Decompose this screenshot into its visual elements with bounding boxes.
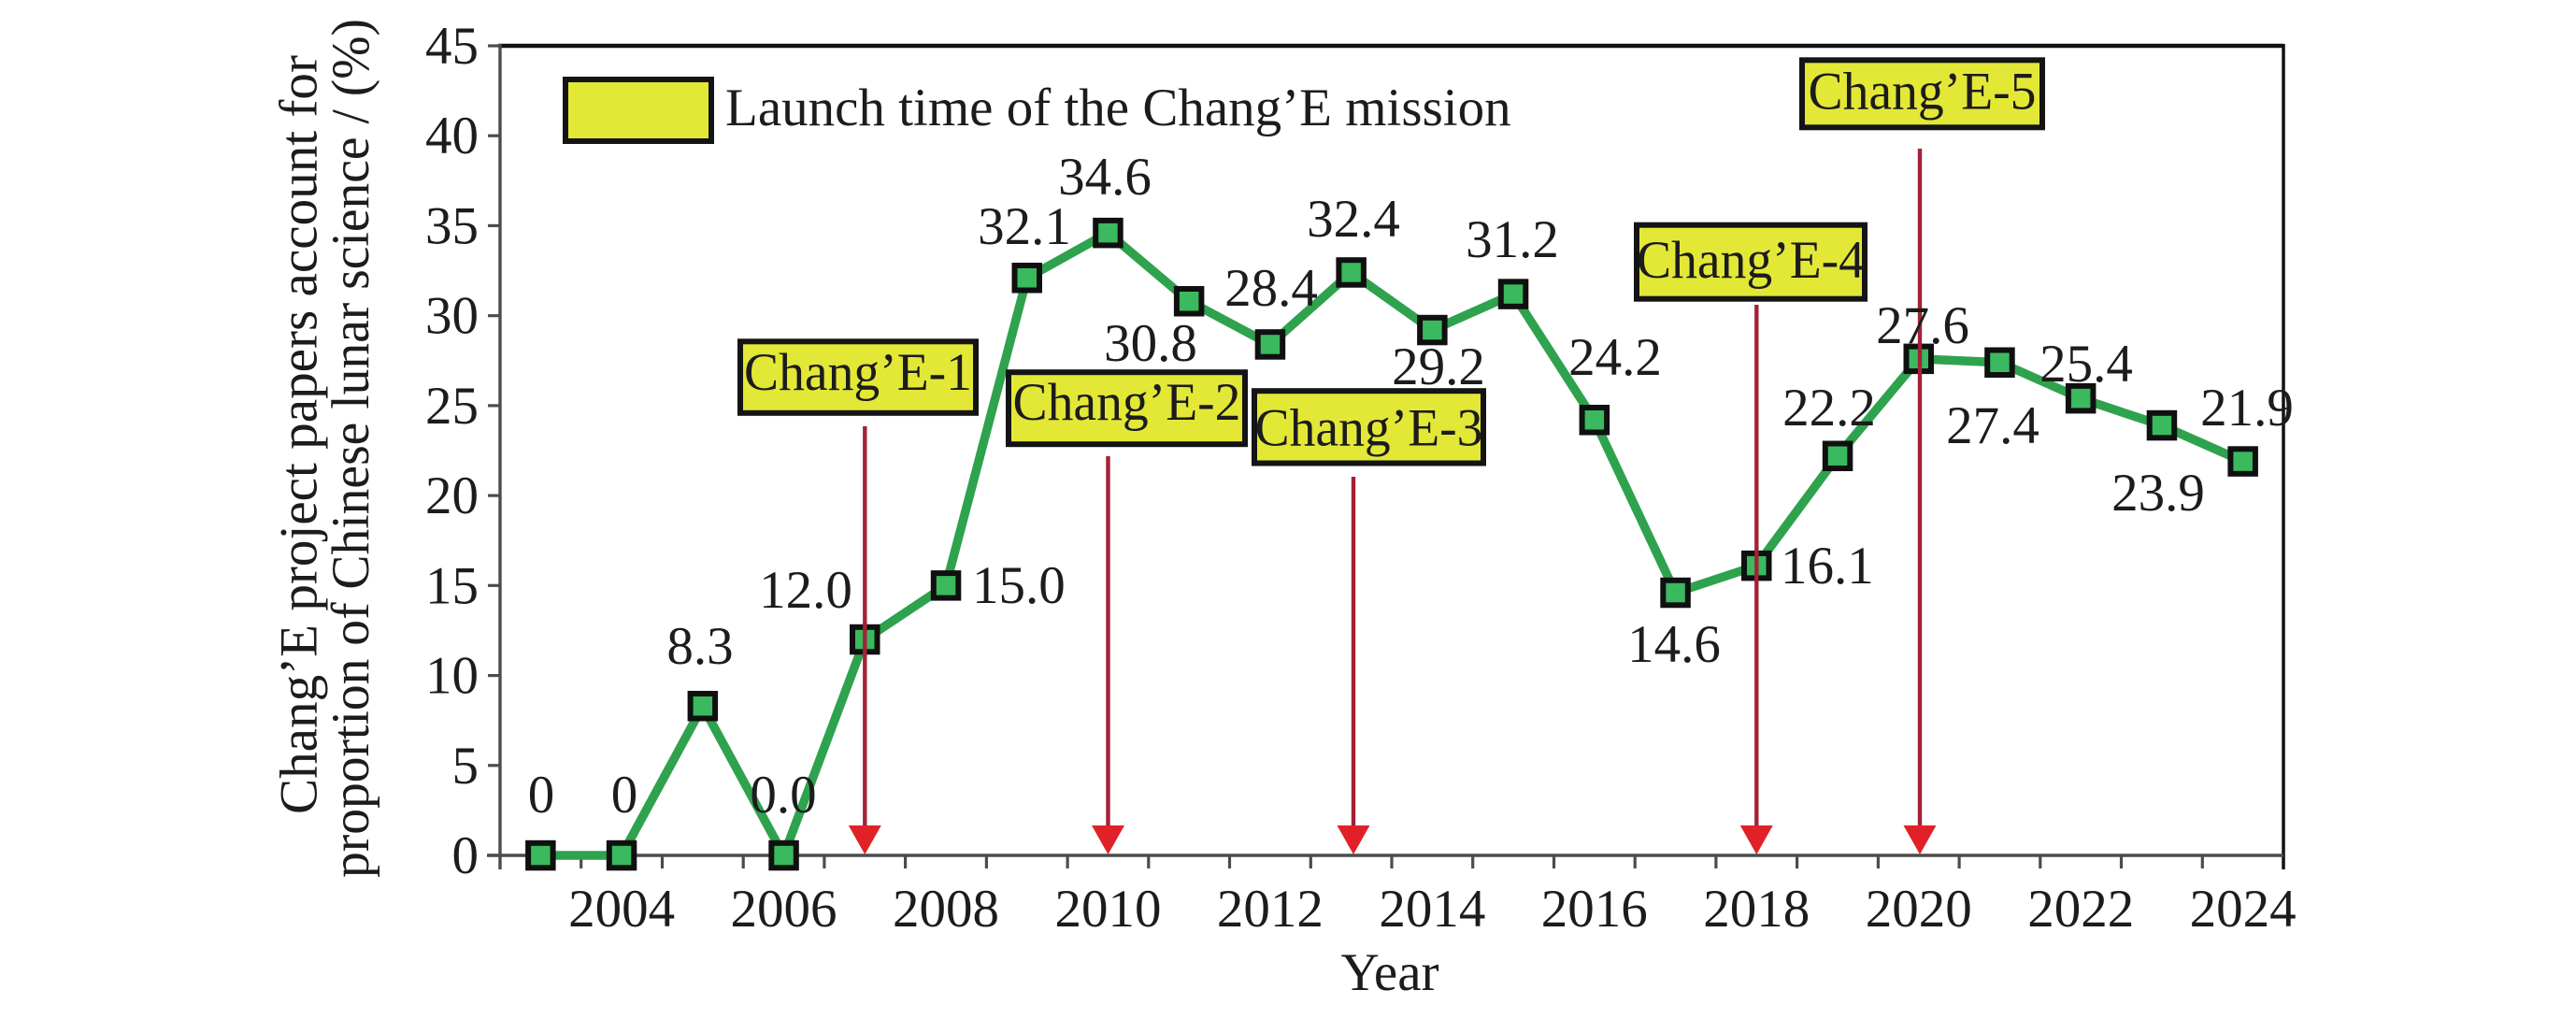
svg-text:23.9: 23.9 (2111, 464, 2205, 523)
svg-text:2024: 2024 (2190, 880, 2297, 939)
svg-text:16.1: 16.1 (1781, 537, 1874, 595)
svg-text:2010: 2010 (1055, 880, 1162, 939)
svg-text:32.4: 32.4 (1307, 190, 1400, 249)
svg-text:5: 5 (452, 737, 479, 796)
svg-text:40: 40 (425, 107, 479, 165)
svg-text:2018: 2018 (1703, 880, 1810, 939)
svg-text:20: 20 (425, 466, 479, 525)
svg-text:Chang’E-4: Chang’E-4 (1637, 231, 1865, 290)
svg-text:Year: Year (1340, 943, 1438, 1002)
svg-text:30.8: 30.8 (1104, 314, 1197, 373)
svg-text:2008: 2008 (893, 880, 999, 939)
svg-text:10: 10 (425, 647, 479, 706)
svg-text:21.9: 21.9 (2200, 379, 2294, 438)
svg-text:Chang’E-1: Chang’E-1 (744, 343, 972, 402)
svg-text:Launch time of the Chang’E mis: Launch time of the Chang’E mission (725, 79, 1511, 137)
svg-text:22.2: 22.2 (1782, 379, 1876, 438)
svg-text:25: 25 (425, 377, 479, 436)
svg-text:2022: 2022 (2027, 880, 2134, 939)
svg-text:15.0: 15.0 (972, 556, 1066, 615)
svg-text:0: 0 (611, 766, 638, 825)
svg-text:28.4: 28.4 (1224, 259, 1318, 318)
svg-text:proportion of Chinese lunar sc: proportion of Chinese lunar science / (%… (322, 19, 380, 878)
svg-text:Chang’E-3: Chang’E-3 (1255, 399, 1483, 458)
svg-text:Chang’E-5: Chang’E-5 (1809, 63, 2037, 122)
svg-text:29.2: 29.2 (1392, 337, 1485, 396)
svg-text:25.4: 25.4 (2039, 335, 2133, 394)
svg-text:12.0: 12.0 (759, 561, 852, 620)
svg-text:15: 15 (425, 556, 479, 615)
svg-text:2016: 2016 (1541, 880, 1648, 939)
svg-text:8.3: 8.3 (666, 617, 733, 676)
svg-text:2006: 2006 (731, 880, 837, 939)
svg-text:Chang’E project papers account: Chang’E project papers account for (270, 55, 329, 814)
svg-text:35: 35 (425, 196, 479, 255)
svg-text:2014: 2014 (1379, 880, 1485, 939)
svg-text:2004: 2004 (568, 880, 675, 939)
svg-text:27.4: 27.4 (1946, 396, 2039, 455)
svg-text:0: 0 (528, 766, 555, 825)
svg-text:45: 45 (425, 17, 479, 76)
svg-text:24.2: 24.2 (1568, 328, 1662, 387)
svg-text:32.1: 32.1 (978, 197, 1071, 256)
svg-text:0.0: 0.0 (750, 766, 816, 825)
svg-text:Chang’E-2: Chang’E-2 (1013, 373, 1241, 432)
svg-text:2020: 2020 (1866, 880, 1972, 939)
svg-text:31.2: 31.2 (1466, 210, 1559, 269)
svg-text:0: 0 (452, 826, 479, 885)
svg-text:27.6: 27.6 (1876, 296, 1969, 355)
svg-text:34.6: 34.6 (1058, 148, 1152, 207)
svg-text:30: 30 (425, 287, 479, 346)
svg-text:14.6: 14.6 (1627, 615, 1721, 674)
svg-text:2012: 2012 (1217, 880, 1324, 939)
